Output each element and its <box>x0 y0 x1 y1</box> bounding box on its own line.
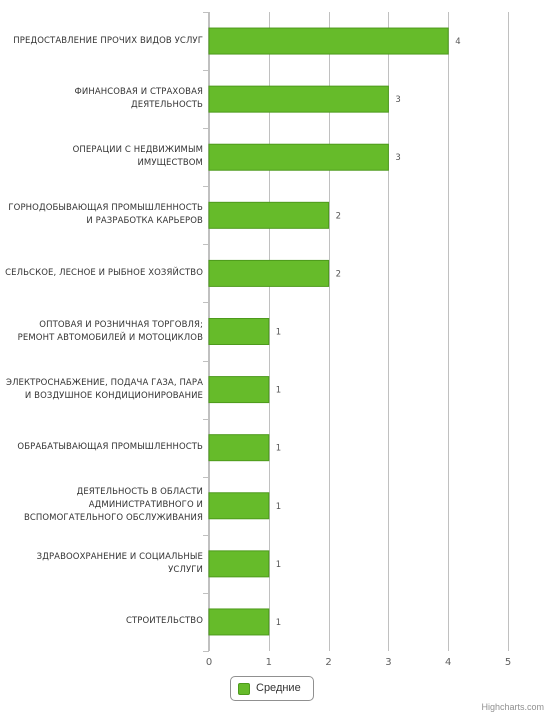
category-label-line: АДМИНИСТРАТИВНОГО И <box>88 500 203 511</box>
data-label: 1 <box>276 444 281 454</box>
data-label: 1 <box>276 386 281 396</box>
category-label-line: ВСПОМОГАТЕЛЬНОГО ОБСЛУЖИВАНИЯ <box>23 513 203 524</box>
bar <box>208 376 270 404</box>
bar <box>208 608 270 636</box>
category-label: ЗДРАВООХРАНЕНИЕ И СОЦИАЛЬНЫЕ УСЛУГИ <box>0 551 203 577</box>
category-label: СЕЛЬСКОЕ, ЛЕСНОЕ И РЫБНОЕ ХОЗЯЙСТВО <box>0 267 203 280</box>
category-label: ОБРАБАТЫВАЮЩАЯ ПРОМЫШЛЕННОСТЬ <box>0 441 203 454</box>
data-label: 1 <box>276 328 281 338</box>
x-tick-label: 5 <box>505 657 511 668</box>
x-tick-label: 2 <box>325 657 331 668</box>
category-label-line: ОБРАБАТЫВАЮЩАЯ ПРОМЫШЛЕННОСТЬ <box>17 442 203 453</box>
category-label: ФИНАНСОВАЯ И СТРАХОВАЯ ДЕЯТЕЛЬНОСТЬ <box>0 86 203 112</box>
legend-label: Средние <box>256 682 301 694</box>
data-label: 3 <box>395 95 400 105</box>
legend-swatch <box>238 683 250 695</box>
category-label: СТРОИТЕЛЬСТВО <box>0 615 203 628</box>
bar <box>208 201 330 229</box>
category-label-line: ИМУЩЕСТВОМ <box>137 158 203 169</box>
bar <box>208 434 270 462</box>
bar <box>208 318 270 345</box>
category-label-line: ЗДРАВООХРАНЕНИЕ И СОЦИАЛЬНЫЕ <box>36 551 203 562</box>
category-label-line: РЕМОНТ АВТОМОБИЛЕЙ И МОТОЦИКЛОВ <box>17 332 203 343</box>
category-label-line: ОПТОВАЯ И РОЗНИЧНАЯ ТОРГОВЛЯ; <box>39 319 203 330</box>
category-label: ПРЕДОСТАВЛЕНИЕ ПРОЧИХ ВИДОВ УСЛУГ <box>0 35 203 48</box>
bar <box>208 143 389 171</box>
x-tick-label: 3 <box>385 657 391 668</box>
credits-link[interactable]: Highcharts.com <box>481 702 544 712</box>
category-label-line: ГОРНОДОБЫВАЮЩАЯ ПРОМЫШЛЕННОСТЬ <box>8 203 203 214</box>
bar <box>208 85 389 113</box>
x-tick-label: 4 <box>445 657 451 668</box>
data-label: 1 <box>276 618 281 628</box>
category-label-line: ДЕЯТЕЛЬНОСТЬ <box>131 100 203 111</box>
category-label: ГОРНОДОБЫВАЮЩАЯ ПРОМЫШЛЕННОСТЬ И РАЗРАБОТ… <box>0 202 203 228</box>
category-label-line: ЭЛЕКТРОСНАБЖЕНИЕ, ПОДАЧА ГАЗА, ПАРА <box>6 377 203 388</box>
category-label: ОПТОВАЯ И РОЗНИЧНАЯ ТОРГОВЛЯ; РЕМОНТ АВТО… <box>0 319 203 345</box>
category-label-line: И РАЗРАБОТКА КАРЬЕРОВ <box>86 216 203 227</box>
data-label: 3 <box>395 153 400 163</box>
category-label-line: ДЕЯТЕЛЬНОСТЬ В ОБЛАСТИ <box>76 487 203 498</box>
category-label-line: СТРОИТЕЛЬСТВО <box>125 616 203 627</box>
data-label: 2 <box>336 269 341 279</box>
bar <box>208 492 270 520</box>
bar <box>208 259 330 287</box>
category-label-line: УСЛУГИ <box>168 564 203 575</box>
legend[interactable]: Средние <box>230 676 314 701</box>
data-label: 2 <box>336 211 341 221</box>
x-tick-label: 0 <box>206 657 212 668</box>
category-label: ОПЕРАЦИИ С НЕДВИЖИМЫМ ИМУЩЕСТВОМ <box>0 144 203 170</box>
data-label: 1 <box>276 502 281 512</box>
category-label-line: И ВОЗДУШНОЕ КОНДИЦИОНИРОВАНИЕ <box>24 390 203 401</box>
category-label-line: СЕЛЬСКОЕ, ЛЕСНОЕ И РЫБНОЕ ХОЗЯЙСТВО <box>5 267 203 278</box>
bar <box>208 27 449 55</box>
data-label: 1 <box>276 560 281 570</box>
category-label-line: ПРЕДОСТАВЛЕНИЕ ПРОЧИХ ВИДОВ УСЛУГ <box>13 35 203 46</box>
category-label-line: ОПЕРАЦИИ С НЕДВИЖИМЫМ <box>72 145 203 156</box>
category-label: ЭЛЕКТРОСНАБЖЕНИЕ, ПОДАЧА ГАЗА, ПАРА И ВОЗ… <box>0 377 203 403</box>
category-label-line: ФИНАНСОВАЯ И СТРАХОВАЯ <box>74 87 203 98</box>
x-tick-label: 1 <box>266 657 272 668</box>
bar <box>208 550 270 578</box>
category-label: ДЕЯТЕЛЬНОСТЬ В ОБЛАСТИ АДМИНИСТРАТИВНОГО … <box>0 486 203 525</box>
data-label: 4 <box>455 37 460 47</box>
